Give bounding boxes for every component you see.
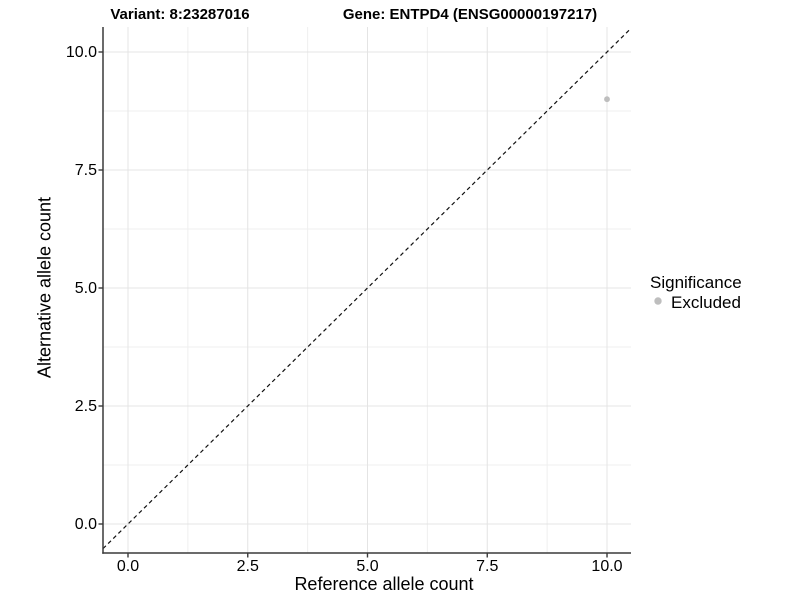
plot-title-variant: Variant: 8:23287016	[110, 6, 250, 23]
x-tick-label: 0.0	[116, 558, 140, 575]
identity-line	[102, 27, 632, 550]
data-point	[604, 96, 610, 103]
y-tick-label: 5.0	[74, 279, 97, 297]
x-tick-label: 10.0	[591, 558, 623, 575]
x-tick-label: 7.5	[476, 558, 499, 575]
legend-item-label: Excluded	[671, 293, 741, 312]
legend-key-dot	[654, 297, 662, 305]
plot-title-gene: Gene: ENTPD4 (ENSG00000197217)	[342, 6, 598, 23]
legend-title: Significance	[650, 273, 742, 292]
y-tick-label: 10.0	[65, 43, 97, 61]
y-tick-label: 0.0	[74, 515, 97, 533]
x-tick-label: 2.5	[236, 558, 259, 575]
y-tick-label: 2.5	[74, 397, 97, 415]
x-axis-label: Reference allele count	[294, 574, 474, 594]
y-tick-label: 7.5	[74, 161, 97, 179]
x-tick-label: 5.0	[356, 558, 379, 575]
